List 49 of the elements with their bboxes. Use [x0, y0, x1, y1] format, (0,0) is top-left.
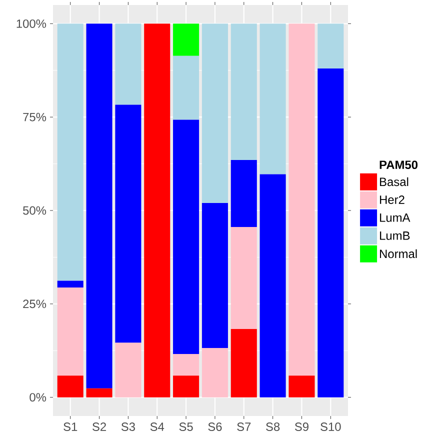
bar: [173, 354, 200, 376]
bar: [144, 24, 170, 398]
bar: [115, 104, 142, 343]
x-tick-label: S5: [179, 422, 193, 431]
bar: [318, 68, 344, 398]
x-tick-label: S4: [150, 422, 164, 431]
y-tick-label: 75%: [23, 112, 46, 122]
legend-label: LumB: [380, 232, 410, 240]
bar: [288, 376, 315, 398]
legend-label: Normal: [380, 249, 417, 258]
bar: [173, 376, 200, 398]
y-tick-label: 50%: [23, 206, 46, 215]
bar: [57, 287, 84, 376]
y-tick-label: 25%: [23, 300, 46, 308]
bar: [318, 24, 344, 69]
bar: [57, 280, 84, 288]
bar: [202, 24, 228, 204]
bar: [202, 203, 228, 348]
bar: [202, 348, 228, 398]
y-tick-label: 100%: [16, 19, 46, 28]
x-tick-label: S3: [121, 422, 135, 431]
bar: [260, 24, 286, 174]
bar: [115, 24, 142, 105]
bar: [230, 328, 257, 398]
bar: [230, 160, 257, 227]
x-tick-label: S1: [64, 422, 78, 431]
bar: [57, 24, 84, 281]
bar: [173, 24, 200, 56]
legend-label: Her2: [380, 195, 404, 204]
x-tick-label: S7: [237, 422, 251, 431]
bar: [288, 24, 315, 376]
bar: [115, 342, 142, 398]
x-tick-label: S10: [320, 422, 341, 431]
legend-label: LumA: [380, 214, 410, 222]
legend-label: Basal: [380, 177, 408, 186]
x-tick-label: S8: [266, 422, 280, 431]
bar: [86, 388, 112, 398]
bar: [260, 174, 286, 398]
bar: [86, 24, 112, 388]
x-tick-label: S6: [208, 422, 222, 431]
bar: [173, 120, 200, 354]
y-tick-label: 0%: [30, 393, 46, 402]
bar: [173, 56, 200, 120]
legend-title: PAM50: [380, 160, 418, 170]
x-tick-label: S2: [92, 422, 106, 431]
bar: [230, 24, 257, 160]
bar: [57, 376, 84, 398]
bar: [230, 226, 257, 329]
x-tick-label: S9: [294, 422, 308, 431]
